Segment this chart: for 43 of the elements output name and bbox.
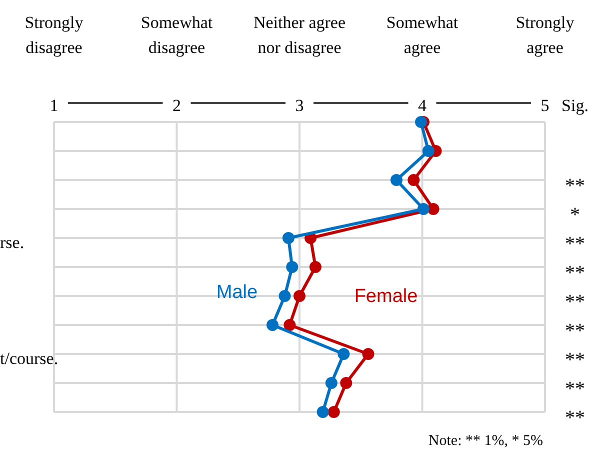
- point: [278, 290, 291, 302]
- point: [408, 174, 420, 186]
- x-tick-label: 3: [295, 96, 304, 115]
- point: [309, 261, 322, 273]
- y-tick-label: t/course.: [0, 349, 58, 368]
- text: Somewhat agree: [386, 13, 458, 57]
- x-tick-label: 5: [540, 96, 550, 115]
- y-tick-label: rse.: [0, 233, 24, 252]
- point: [362, 348, 374, 360]
- point: [284, 319, 296, 331]
- point: [316, 406, 329, 418]
- y2-tick-label: **: [565, 291, 585, 313]
- y2-tick-label: **: [565, 407, 585, 429]
- text: Strongly agree: [516, 13, 575, 57]
- y2-tick-label: **: [565, 175, 585, 197]
- y2-tick-label: **: [565, 349, 585, 371]
- point: [282, 232, 294, 244]
- point: [286, 261, 298, 273]
- y2-tick-label: **: [565, 320, 585, 342]
- y2-tick-label: **: [565, 233, 585, 255]
- x-tick-label: 4: [418, 96, 427, 115]
- x-tick-label: 1: [50, 96, 58, 115]
- point: [417, 203, 430, 215]
- point: [338, 348, 350, 360]
- x-tick-label: 2: [172, 96, 181, 115]
- point: [390, 174, 402, 186]
- series-label: Male: [216, 282, 258, 303]
- text: Somewhat disagree: [140, 13, 213, 57]
- series-label: Female: [354, 286, 418, 307]
- point: [427, 203, 440, 215]
- point: [340, 377, 352, 389]
- point: [294, 290, 306, 302]
- y2-tick-label: *: [570, 204, 580, 226]
- text: Strongly disagree: [24, 13, 84, 57]
- point: [325, 377, 338, 389]
- text: Note: ** 1%, * 5%: [428, 433, 543, 449]
- text: Neither agree nor disagree: [253, 13, 346, 57]
- y2-tick-label: **: [565, 262, 585, 284]
- point: [328, 406, 340, 418]
- y2-tick-label: **: [565, 378, 585, 400]
- point: [266, 319, 278, 331]
- point: [422, 145, 434, 157]
- y2-axis-title: Sig.: [562, 96, 588, 115]
